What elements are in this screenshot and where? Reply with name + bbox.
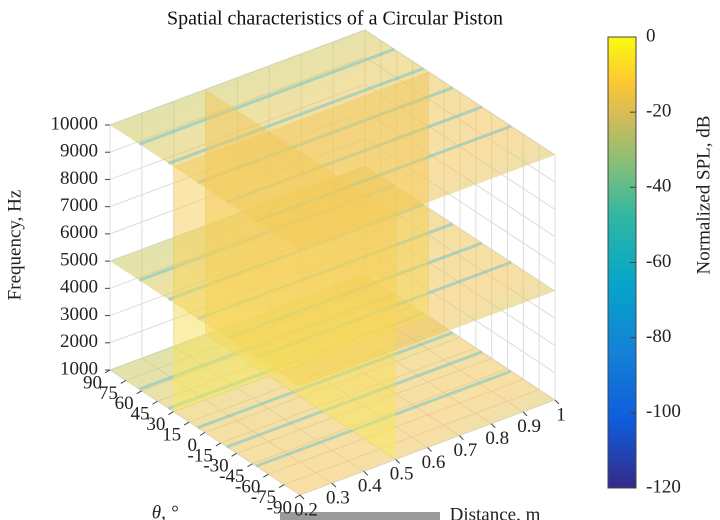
x-tick-label: 0.9 (517, 416, 541, 437)
x-tick-label: 0.7 (454, 440, 478, 461)
y-tick (263, 473, 269, 478)
z-tick-label: 7000 (60, 195, 98, 216)
z-tick-label: 9000 (60, 141, 98, 162)
y-tick (278, 484, 285, 489)
y-tick (231, 452, 237, 457)
y-axis-label: θ, ° (152, 502, 179, 520)
y-tick-label: 90 (83, 372, 102, 393)
y-tick-label: 30 (146, 414, 165, 435)
y-tick-label: -45 (219, 466, 244, 487)
x-tick-label: 0.8 (485, 428, 509, 449)
x-tick-label: 0.5 (390, 464, 414, 485)
y-tick (294, 494, 301, 499)
y-tick (215, 442, 222, 447)
y-tick (152, 400, 158, 405)
y-tick (183, 421, 190, 426)
x-tick-label: 0.6 (422, 452, 446, 473)
y-tick-label: 45 (131, 404, 150, 425)
colorbar-label: Normalized SPL, dB (693, 116, 714, 275)
colorbar-tick-label: -20 (646, 101, 671, 122)
z-tick-label: 4000 (60, 277, 98, 298)
x-tick-label: 0.3 (326, 487, 350, 508)
y-tick-label: 75 (99, 383, 118, 404)
z-tick-label: 5000 (60, 249, 98, 270)
x-tick (459, 435, 464, 440)
x-tick-label: 1 (556, 404, 566, 425)
x-tick (299, 494, 305, 500)
y-tick-label: -90 (267, 497, 292, 518)
y-tick (168, 411, 174, 416)
y-tick-label: 15 (162, 424, 181, 445)
x-tick (490, 423, 496, 429)
y-tick (247, 463, 253, 468)
x-tick-label: 0.4 (358, 476, 382, 497)
chart-title: Spatial characteristics of a Circular Pi… (167, 8, 503, 30)
x-tick (427, 447, 432, 452)
z-tick-label: 6000 (60, 222, 98, 243)
slice-stripe (138, 47, 395, 146)
x-tick (395, 459, 400, 464)
colorbar-tick-label: -100 (646, 401, 681, 422)
y-tick-label: -30 (203, 456, 228, 477)
y-tick-label: -60 (235, 477, 260, 498)
colorbar-tick-label: -60 (646, 251, 671, 272)
y-tick (199, 432, 206, 436)
y-tick (136, 390, 142, 395)
colorbar-tick-label: -80 (646, 326, 671, 347)
x-tick (363, 470, 369, 476)
z-tick-label: 8000 (60, 168, 98, 189)
z-tick-label: 1000 (60, 358, 98, 379)
z-tick-label: 2000 (60, 331, 98, 352)
x-tick (554, 399, 560, 405)
z-tick-label: 3000 (60, 304, 98, 325)
z-axis-label: Frequency, Hz (4, 190, 25, 301)
y-tick (120, 379, 127, 384)
colorbar-tick-label: 0 (646, 25, 656, 46)
z-tick-label: 10000 (51, 113, 99, 134)
scroll-bar (280, 512, 440, 520)
y-tick-label: 60 (115, 393, 134, 414)
x-slice (205, 89, 396, 460)
y-tick-label: -15 (188, 445, 213, 466)
y-tick (104, 369, 111, 374)
y-tick-label: -75 (251, 487, 276, 508)
x-tick (331, 482, 337, 488)
y-tick-label: 0 (188, 435, 198, 456)
colorbar-tick-label: -120 (646, 476, 681, 497)
x-axis-label: Distance, m (450, 504, 541, 520)
colorbar-tick-label: -40 (646, 176, 671, 197)
x-tick-label: 0.2 (294, 499, 318, 520)
x-tick (522, 411, 528, 417)
